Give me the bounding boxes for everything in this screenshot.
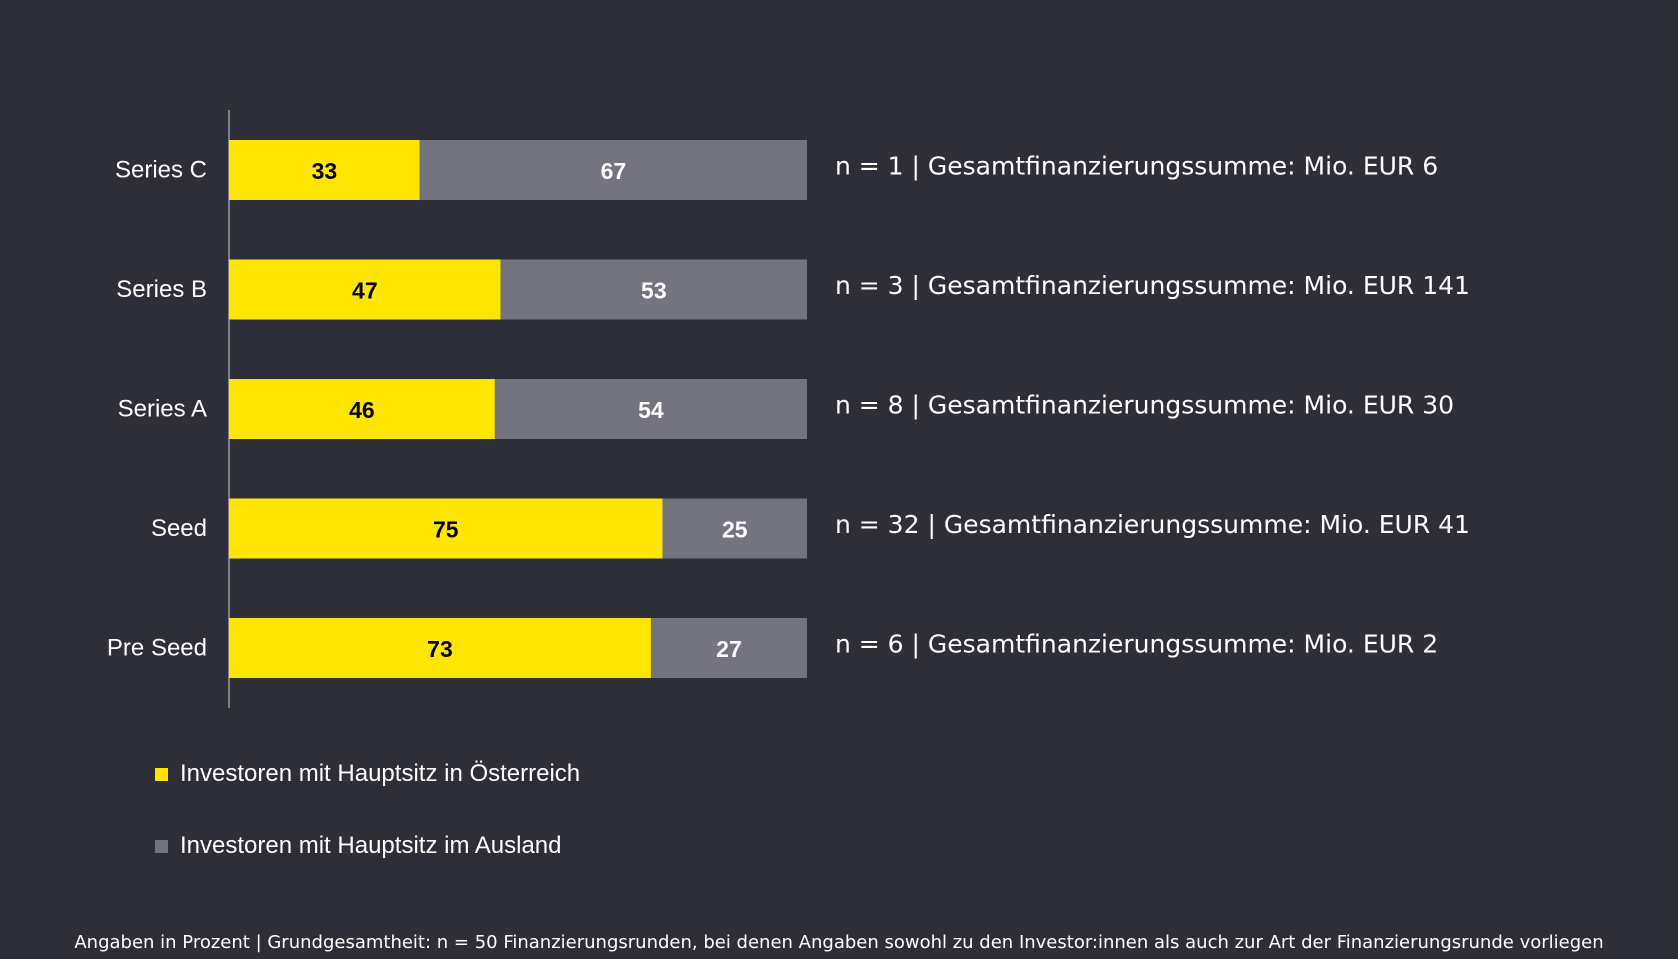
category-label-seed: Seed — [151, 515, 207, 542]
legend-label-austria: Investoren mit Hauptsitz in Österreich — [180, 760, 581, 787]
data-label-pre-seed-series-0: 73 — [427, 636, 453, 662]
data-label-series-a-series-1: 54 — [638, 397, 664, 423]
bar-series-c-series-0 — [229, 140, 420, 200]
footnote: Angaben in Prozent | Grundgesamtheit: n … — [74, 932, 1604, 953]
data-label-series-b-series-1: 53 — [641, 278, 667, 304]
bar-pre-seed-series-1 — [650, 618, 807, 678]
data-label-seed-series-0: 75 — [433, 517, 459, 543]
annotation-series-c: n = 1 | Gesamtfinanzierungssumme: Mio. E… — [835, 152, 1438, 181]
bar-pre-seed-series-0 — [229, 618, 651, 678]
data-label-series-c-series-1: 67 — [601, 158, 627, 184]
bar-seed-series-0 — [229, 498, 663, 559]
data-label-series-b-series-0: 47 — [352, 278, 378, 304]
stacked-bar-chart: Series C 33 67 n = 1 | Gesamtfinanzierungss… — [107, 110, 1470, 708]
category-label-pre-seed: Pre Seed — [107, 635, 207, 662]
bar-series-b-series-0 — [229, 259, 501, 320]
data-label-series-c-series-0: 33 — [312, 158, 338, 184]
legend-item-abroad: Investoren mit Hauptsitz im Ausland — [155, 832, 562, 860]
data-label-series-a-series-0: 46 — [349, 397, 375, 423]
annotation-series-a: n = 8 | Gesamtfinanzierungssumme: Mio. E… — [835, 391, 1454, 420]
annotation-series-b: n = 3 | Gesamtfinanzierungssumme: Mio. E… — [835, 271, 1470, 300]
category-label-series-a: Series A — [118, 396, 207, 423]
category-label-series-c: Series C — [115, 157, 207, 184]
data-label-seed-series-1: 25 — [722, 517, 748, 543]
legend-item-austria: Investoren mit Hauptsitz in Österreich — [155, 760, 580, 788]
bar-series-a-series-0 — [229, 379, 495, 439]
annotation-seed: n = 32 | Gesamtfinanzierungssumme: Mio. … — [835, 510, 1470, 539]
legend-swatch-austria — [155, 767, 168, 781]
legend-swatch-abroad — [155, 839, 168, 853]
bar-seed-series-1 — [662, 498, 807, 559]
legend-label-abroad: Investoren mit Hauptsitz im Ausland — [180, 832, 562, 859]
bar-series-b-series-1 — [500, 259, 807, 320]
data-label-pre-seed-series-1: 27 — [716, 636, 742, 662]
bar-series-c-series-1 — [419, 140, 807, 200]
bar-series-a-series-1 — [494, 379, 807, 439]
annotation-pre-seed: n = 6 | Gesamtfinanzierungssumme: Mio. E… — [835, 630, 1438, 659]
category-label-series-b: Series B — [116, 276, 207, 303]
